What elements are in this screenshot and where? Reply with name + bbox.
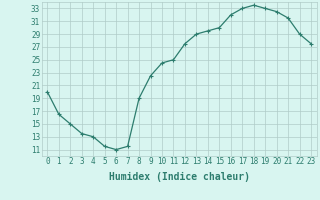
X-axis label: Humidex (Indice chaleur): Humidex (Indice chaleur) — [109, 172, 250, 182]
